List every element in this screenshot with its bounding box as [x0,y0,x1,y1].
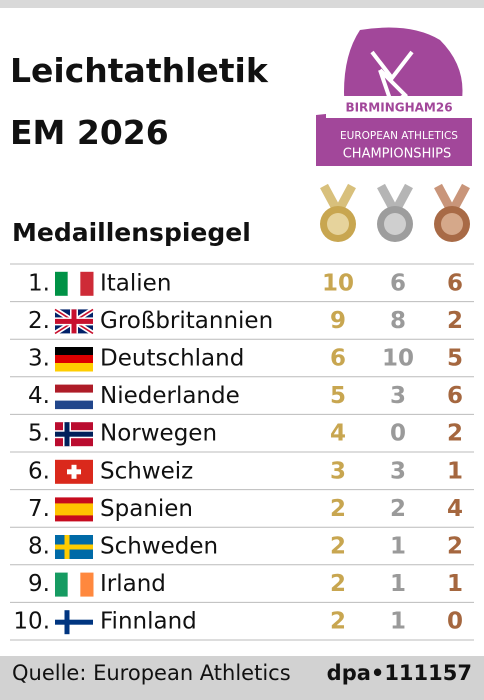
logo-line2: EUROPEAN ATHLETICS [340,130,458,142]
flag-cross [55,318,93,324]
medal-count: 3 [390,458,406,484]
top-strip [0,0,484,8]
flag-cross [55,431,93,437]
medal-count: 2 [390,496,406,522]
flag [55,347,93,372]
flag-stripe [55,400,93,410]
country: Großbritannien [100,308,273,334]
logo-band [326,96,472,118]
table: 1. Italien 10 6 62. Großbritannien 9 8 23. Deutsc… [10,263,474,641]
medal-count: 8 [390,308,406,334]
medal-count: 3 [330,458,346,484]
flag-stripe [67,572,81,597]
flag-cross [55,619,93,625]
flag-stripe [55,384,93,394]
country: Finnland [100,609,197,635]
flag [55,384,93,410]
flag-stripe [55,355,93,364]
title-box: Leichtathletik EM 2026 [10,51,268,152]
medal-count: 1 [447,571,463,597]
medal-count: 1 [390,534,406,560]
medal-count: 6 [447,383,463,409]
medal-count: 3 [390,383,406,409]
flag-stripe [55,347,93,356]
flag-stripe [67,271,81,296]
medal-count: 1 [447,458,463,484]
rank: 10. [13,609,50,635]
footer-band [0,656,484,700]
flag-cross [67,469,81,475]
country: Schweden [100,534,218,560]
medal-count: 2 [447,421,463,447]
flag [55,459,93,484]
medal-count: 6 [330,346,346,372]
country: Italien [100,270,171,296]
medal-count: 2 [330,571,346,597]
flag [55,610,93,635]
flag [55,271,94,296]
logo: BIRMINGHAM26 EUROPEAN ATHLETICS CHAMPION… [316,27,472,166]
logo-line1: BIRMINGHAM26 [345,101,452,115]
rank: 4. [28,383,50,409]
flag-stripe [80,572,94,597]
subtitle: Medaillenspiegel [12,218,251,247]
flag [55,422,93,447]
medal-count: 6 [390,270,406,296]
title: Leichtathletik EM 2026 [10,51,268,152]
country: Irland [100,571,166,597]
country: Deutschland [100,346,244,372]
flag-stripe [55,503,93,516]
medal-count: 6 [447,270,463,296]
medal-count: 2 [447,308,463,334]
flag-stripe [55,572,69,597]
country: Niederlande [100,383,240,409]
flag-stripe [80,271,94,296]
logo-line3: CHAMPIONSHIPS [343,147,452,162]
medal-count: 1 [390,571,406,597]
rank: 1. [28,270,50,296]
country: Schweiz [100,458,193,484]
medal-count: 9 [330,308,346,334]
medal-count: 5 [447,346,463,372]
rank: 7. [28,496,50,522]
flag-cross [55,544,93,550]
medal-count: 1 [390,609,406,635]
medal-count: 0 [390,421,406,447]
country: Spanien [100,496,193,522]
rank: 5. [28,421,50,447]
flag-stripe [55,271,69,296]
country: Norwegen [100,421,217,447]
footer-id: dpa•111157 [327,661,472,685]
flag [55,572,94,597]
rank: 3. [28,346,50,372]
flag [53,307,95,336]
medal-count: 2 [330,609,346,635]
medal-count: 2 [330,496,346,522]
footer-source: Quelle: European Athletics [12,661,291,685]
medal-count: 10 [322,270,354,296]
medal-count: 2 [330,534,346,560]
flag [55,535,93,559]
flag-stripe [55,392,93,402]
flag [55,497,93,522]
medal-count: 5 [330,383,346,409]
medal-count: 4 [447,496,463,522]
rank: 9. [28,571,50,597]
flag-stripe [55,363,93,372]
medal-count: 4 [330,421,346,447]
medal-count: 2 [447,534,463,560]
medal-count: 10 [382,346,414,372]
rank: 8. [28,534,50,560]
medals [320,183,470,242]
rank: 2. [28,308,50,334]
medal-count: 0 [447,609,463,635]
rank: 6. [28,458,50,484]
